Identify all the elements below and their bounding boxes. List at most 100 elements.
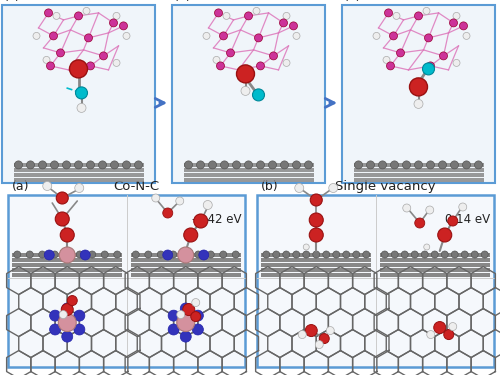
Circle shape <box>76 251 83 258</box>
Bar <box>354 178 484 182</box>
Circle shape <box>100 52 108 60</box>
Circle shape <box>132 251 139 258</box>
Circle shape <box>168 310 179 321</box>
Bar <box>131 273 241 276</box>
Circle shape <box>58 314 76 332</box>
Circle shape <box>442 251 448 258</box>
Circle shape <box>184 228 198 242</box>
Circle shape <box>270 52 278 60</box>
Circle shape <box>50 324 60 335</box>
Bar <box>354 168 484 172</box>
Circle shape <box>414 99 423 108</box>
Circle shape <box>182 251 189 258</box>
Circle shape <box>46 62 54 70</box>
Circle shape <box>53 12 60 20</box>
Circle shape <box>421 251 428 258</box>
Circle shape <box>410 78 428 96</box>
Bar <box>12 253 122 257</box>
Circle shape <box>191 312 201 321</box>
Circle shape <box>396 49 404 57</box>
Circle shape <box>244 161 252 169</box>
Circle shape <box>440 52 448 60</box>
Circle shape <box>423 8 430 14</box>
Circle shape <box>462 161 470 169</box>
Circle shape <box>163 208 173 218</box>
Circle shape <box>373 32 380 39</box>
Circle shape <box>120 22 128 30</box>
Circle shape <box>180 331 191 342</box>
Text: Single vacancy: Single vacancy <box>335 180 436 193</box>
Circle shape <box>323 251 330 258</box>
Circle shape <box>268 161 276 169</box>
Bar <box>14 173 143 177</box>
Circle shape <box>386 62 394 70</box>
Circle shape <box>134 161 142 169</box>
Text: -0.42 eV: -0.42 eV <box>192 213 241 226</box>
Circle shape <box>236 65 254 83</box>
Bar <box>12 273 122 276</box>
Circle shape <box>449 322 457 330</box>
Circle shape <box>203 201 212 210</box>
Bar <box>14 163 143 167</box>
Circle shape <box>329 183 338 192</box>
Text: Transition state: Transition state <box>208 0 304 3</box>
Circle shape <box>208 251 214 258</box>
Circle shape <box>453 59 460 66</box>
Circle shape <box>481 251 488 258</box>
Circle shape <box>426 206 434 214</box>
Circle shape <box>403 204 411 212</box>
Circle shape <box>366 161 374 169</box>
Circle shape <box>214 9 222 17</box>
Bar <box>380 273 490 276</box>
Circle shape <box>60 310 67 318</box>
Circle shape <box>122 161 130 169</box>
Bar <box>184 173 314 177</box>
Circle shape <box>14 161 22 169</box>
Bar <box>184 168 314 172</box>
Circle shape <box>343 251 350 258</box>
Circle shape <box>98 161 106 169</box>
Bar <box>131 253 241 257</box>
Circle shape <box>232 251 239 258</box>
Circle shape <box>320 333 329 344</box>
Circle shape <box>180 303 191 314</box>
Circle shape <box>62 303 73 314</box>
Circle shape <box>384 9 392 17</box>
Circle shape <box>226 49 234 57</box>
Circle shape <box>292 161 300 169</box>
Circle shape <box>431 251 438 258</box>
Circle shape <box>414 161 422 169</box>
Circle shape <box>43 56 50 63</box>
Circle shape <box>309 213 323 227</box>
Circle shape <box>194 214 208 228</box>
Circle shape <box>298 330 306 339</box>
Circle shape <box>177 310 185 318</box>
Circle shape <box>280 161 288 169</box>
Circle shape <box>434 321 446 333</box>
Circle shape <box>113 12 120 20</box>
Text: (c): (c) <box>4 0 21 3</box>
Circle shape <box>196 161 204 169</box>
Circle shape <box>391 251 398 258</box>
Circle shape <box>310 194 322 206</box>
Circle shape <box>303 244 309 250</box>
Circle shape <box>220 161 228 169</box>
Circle shape <box>401 251 408 258</box>
Bar <box>257 195 494 367</box>
Circle shape <box>50 161 58 169</box>
Circle shape <box>253 8 260 14</box>
Circle shape <box>414 12 422 20</box>
Text: (b): (b) <box>261 180 278 193</box>
Circle shape <box>89 251 96 258</box>
Circle shape <box>123 32 130 39</box>
Circle shape <box>74 12 82 20</box>
Circle shape <box>411 251 418 258</box>
Circle shape <box>415 218 425 228</box>
Circle shape <box>424 244 430 250</box>
Circle shape <box>474 161 482 169</box>
Circle shape <box>293 32 300 39</box>
Circle shape <box>220 251 227 258</box>
Circle shape <box>14 251 21 258</box>
Circle shape <box>67 296 77 306</box>
Circle shape <box>56 192 68 204</box>
